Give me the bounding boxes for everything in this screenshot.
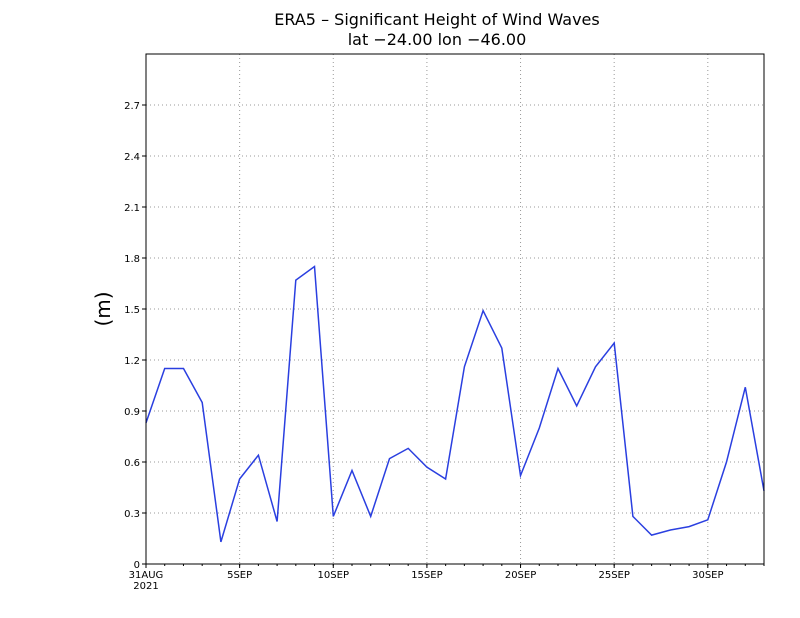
y-tick-label: 2.7: [124, 101, 140, 112]
grid-lines: [146, 54, 764, 564]
y-axis-label: (m): [91, 291, 115, 326]
x-tick-label: 15SEP: [411, 570, 442, 581]
series-layer: [145, 265, 765, 543]
y-tick-label: 1.8: [124, 254, 140, 265]
x-tick-sublabel: 2021: [133, 581, 158, 592]
x-tick-label: 10SEP: [318, 570, 349, 581]
y-tick-label: 0.6: [124, 458, 140, 469]
x-tick-label: 25SEP: [598, 570, 629, 581]
plot-frame: [145, 53, 765, 565]
y-tick-label: 0.3: [124, 509, 140, 520]
y-tick-label: 1.2: [124, 356, 140, 367]
series-line: [145, 265, 765, 543]
chart-title: ERA5 – Significant Height of Wind Waves: [274, 10, 599, 29]
y-tick-label: 2.1: [124, 203, 140, 214]
chart-subtitle: lat −24.00 lon −46.00: [348, 30, 527, 49]
x-tick-label: 31AUG: [129, 570, 164, 581]
x-tick-label: 20SEP: [505, 570, 536, 581]
y-axis-ticks: 0 0.3 0.6 0.9 1.2 1.5 1.8 2.1 2.4 2.7: [124, 101, 146, 571]
y-tick-label: 2.4: [124, 152, 140, 163]
x-tick-label: 30SEP: [692, 570, 723, 581]
y-tick-label: 0.9: [124, 407, 140, 418]
y-tick-label: 1.5: [124, 305, 140, 316]
x-tick-label: 5SEP: [227, 570, 252, 581]
y-tick-label: 0: [134, 560, 140, 571]
